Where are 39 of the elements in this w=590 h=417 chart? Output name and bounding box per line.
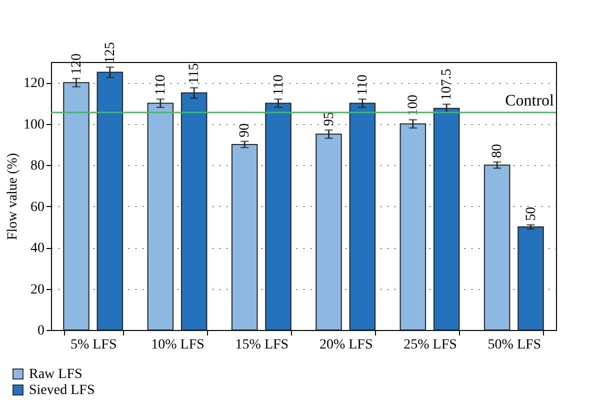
bar — [433, 108, 460, 330]
bar — [147, 102, 174, 330]
x-tick-label: 20% LFS — [319, 338, 373, 352]
y-tick-label: 120 — [24, 76, 44, 92]
x-tick-label: 5% LFS — [70, 338, 117, 352]
data-label: 95 — [322, 112, 337, 126]
data-label: 90 — [238, 123, 253, 138]
y-tick-label: 80 — [30, 158, 44, 174]
y-tick-label: 0 — [38, 324, 44, 338]
data-label: 107.5 — [440, 68, 455, 100]
x-tick-label: 25% LFS — [404, 338, 457, 352]
data-label: 50 — [524, 206, 539, 221]
bar — [180, 92, 208, 330]
bar — [231, 144, 258, 330]
bar — [400, 123, 426, 330]
y-tick-label: 40 — [30, 241, 44, 256]
x-tick-label: 10% LFS — [151, 338, 204, 352]
data-label: 110 — [271, 74, 286, 96]
bar — [484, 164, 510, 330]
bar — [63, 82, 90, 330]
bar — [316, 134, 342, 330]
data-label: 80 — [490, 144, 506, 158]
bar — [349, 102, 376, 330]
y-tick-label: 60 — [30, 200, 44, 215]
bar — [518, 226, 544, 330]
data-label: 110 — [355, 74, 370, 96]
bar — [96, 72, 124, 330]
bar — [265, 102, 292, 330]
y-tick-label: 20 — [30, 282, 44, 298]
x-tick-label: 50% LFS — [488, 338, 542, 352]
ref-line-label: Control — [505, 92, 555, 110]
legend-label: Sieved LFS — [29, 383, 95, 398]
data-label: 125 — [102, 42, 118, 64]
legend-label: Raw LFS — [29, 367, 82, 382]
y-tick-label: 100 — [24, 117, 44, 132]
data-label: 115 — [187, 63, 202, 84]
y-axis-title: Flow value (%) — [6, 152, 20, 240]
x-tick-label: 15% LFS — [235, 338, 289, 352]
data-label: 110 — [153, 74, 168, 96]
